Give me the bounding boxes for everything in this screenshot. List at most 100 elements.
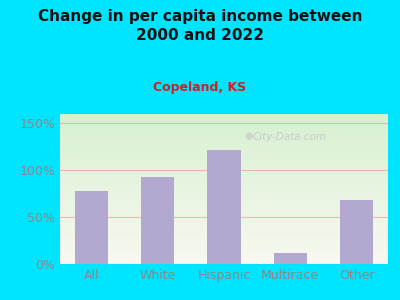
Bar [60,126,388,128]
Bar [60,156,388,158]
Bar [75,191,108,264]
Bar [60,224,388,225]
Bar [60,160,388,162]
Bar [60,236,388,237]
Bar [60,167,388,168]
Bar [60,150,388,152]
Bar [60,189,388,190]
Bar [60,210,388,212]
Bar [60,226,388,228]
Bar [60,260,388,261]
Bar [60,165,388,166]
Bar [60,174,388,176]
Bar [60,114,388,116]
Bar [60,222,388,224]
Text: ●: ● [244,131,253,142]
Bar [60,249,388,250]
Bar [60,146,388,147]
Bar [60,204,388,206]
Bar [60,213,388,214]
Bar [60,136,388,138]
Bar [60,171,388,172]
Bar [60,159,388,160]
Bar [60,154,388,156]
Bar [60,198,388,200]
Bar [60,255,388,256]
Bar [60,250,388,252]
Bar [60,147,388,148]
Bar [60,176,388,177]
Bar [60,218,388,219]
Bar [60,129,388,130]
Bar [60,148,388,150]
Bar [60,219,388,220]
Bar [60,128,388,129]
Bar [60,168,388,170]
Bar [60,262,388,264]
Bar [60,254,388,255]
Bar [60,140,388,141]
Bar [60,116,388,117]
Bar [60,252,388,254]
Bar [60,164,388,165]
Bar [60,228,388,230]
Bar [340,200,373,264]
Bar [60,207,388,208]
Bar [60,124,388,126]
Bar [60,225,388,226]
Bar [60,243,388,244]
Bar [60,248,388,249]
Bar [60,142,388,144]
Bar [60,237,388,238]
Bar [60,194,388,195]
Bar [60,231,388,232]
Bar [60,256,388,258]
Bar [60,206,388,207]
Bar [60,141,388,142]
Bar [60,202,388,204]
Bar [60,195,388,196]
Bar [60,134,388,135]
Bar [60,177,388,178]
Bar [60,184,388,186]
Bar [60,183,388,184]
Bar [60,135,388,136]
Bar [274,253,307,264]
Bar [60,138,388,140]
Bar [60,153,388,154]
Bar [60,186,388,188]
Bar [60,201,388,202]
Bar [60,180,388,182]
Bar [60,244,388,246]
Bar [60,120,388,122]
Bar [60,158,388,159]
Bar [60,190,388,192]
Bar [60,230,388,231]
Bar [60,238,388,240]
Text: City-Data.com: City-Data.com [252,131,327,142]
Bar [141,177,174,264]
Bar [60,132,388,134]
Bar [60,178,388,180]
Bar [60,130,388,132]
Bar [60,152,388,153]
Bar [60,246,388,247]
Bar [60,196,388,198]
Bar [60,162,388,164]
Bar [60,240,388,242]
Bar [60,169,388,171]
Bar [60,234,388,236]
Text: Copeland, KS: Copeland, KS [154,81,246,94]
Bar [60,117,388,118]
Bar [60,188,388,189]
Bar [60,122,388,123]
Bar [60,214,388,216]
Bar [60,118,388,120]
Bar [60,261,388,262]
Bar [60,182,388,183]
Bar [60,258,388,260]
Bar [60,200,388,201]
Bar [60,216,388,218]
Bar [60,220,388,222]
Bar [60,192,388,194]
